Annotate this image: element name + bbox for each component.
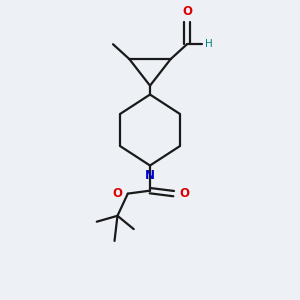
Text: H: H xyxy=(205,39,213,49)
Text: O: O xyxy=(182,4,192,18)
Text: O: O xyxy=(179,187,189,200)
Text: N: N xyxy=(145,169,155,182)
Text: O: O xyxy=(112,187,122,200)
